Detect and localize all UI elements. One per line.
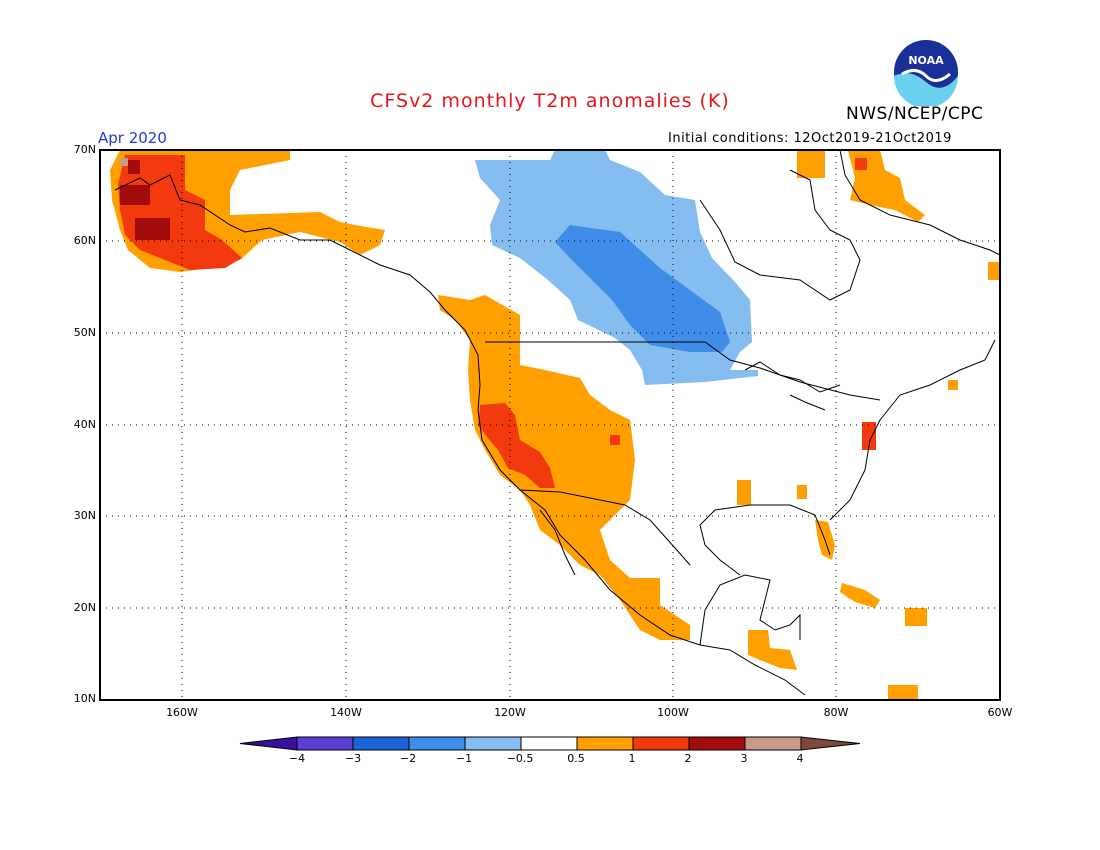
colorbar-label-neg4: −4 [288,752,306,765]
lon-label-80w: 80W [823,706,849,719]
us-canada-border [485,341,881,401]
colorbar-segment [632,736,690,751]
initial-conditions: Initial conditions: 12Oct2019-21Oct2019 [668,131,952,146]
lat-label-10n: 10N [73,692,96,705]
gulf-coast-warm [737,480,751,505]
coastlines [114,149,1001,696]
colorbar-label-3: 3 [740,752,748,765]
lon-label-100w: 100W [657,706,689,719]
lon-label-120w: 120W [494,706,526,719]
north-america-coastline [114,174,996,696]
alaska-peak-field [120,158,128,166]
great-lakes [744,361,841,411]
lat-label-30n: 30N [73,509,96,522]
logo-text: NOAA [908,54,944,67]
labrador-warm [988,262,1000,280]
colorbar-segment [520,736,578,751]
lat-label-20n: 20N [73,601,96,614]
mid-atlantic-warm [862,422,876,450]
canada-cold-field [555,225,730,352]
noaa-logo: NOAA [894,40,958,106]
arctic-warm [797,150,825,178]
colorbar-segment [688,736,746,751]
alaska-extreme-field [120,185,150,205]
lat-label-40n: 40N [73,418,96,431]
venezuela-warm [888,685,918,700]
colorbar-label-neg2: −2 [399,752,417,765]
colorbar-label-1: 1 [628,752,636,765]
colorbar-label-neg1: −1 [455,752,473,765]
colorbar-label-05: 0.5 [567,752,585,765]
map-frame [99,149,1001,701]
caribbean-warm-2 [905,608,927,626]
agency-label: NWS/NCEP/CPC [846,104,984,124]
lon-label-60w: 60W [987,706,1013,719]
newfoundland-warm [948,380,958,390]
colorbar-segment [576,736,634,751]
hudson-bay-coast [699,169,861,301]
lat-label-60n: 60N [73,234,96,247]
lon-label-140w: 140W [330,706,362,719]
colorbar-label-4: 4 [796,752,804,765]
colorbar-label-neg3: −3 [344,752,362,765]
colorbar-segment [744,736,802,751]
colorbar-segment [296,736,354,751]
alaska-extreme-field-3 [128,160,140,174]
gulf-coast-warm-2 [797,485,807,499]
colorado-hot-cell [610,435,620,445]
central-america-warm [748,630,797,670]
colorbar-segment-above-max [800,736,861,751]
colorbar-segment [408,736,466,751]
colorbar-segment [352,736,410,751]
colorbar-label-2: 2 [684,752,692,765]
colorbar-label-neg05: −0.5 [506,752,534,765]
greenland-coast [839,149,1001,256]
greenland-hot [855,158,867,170]
valid-month: Apr 2020 [98,129,167,147]
west-us-hot-field [478,403,555,488]
colorbar-segment-below-min [239,736,298,751]
lon-label-160w: 160W [166,706,198,719]
colorbar [239,736,861,751]
colorbar-segment [464,736,522,751]
alaska-extreme-field-2 [135,218,170,240]
caribbean-warm [840,583,880,608]
us-mexico-border [519,489,691,566]
west-us-warm-field [438,295,690,640]
lat-label-50n: 50N [73,326,96,339]
map-title: CFSv2 monthly T2m anomalies (K) [370,90,730,112]
lat-label-70n: 70N [73,143,96,156]
